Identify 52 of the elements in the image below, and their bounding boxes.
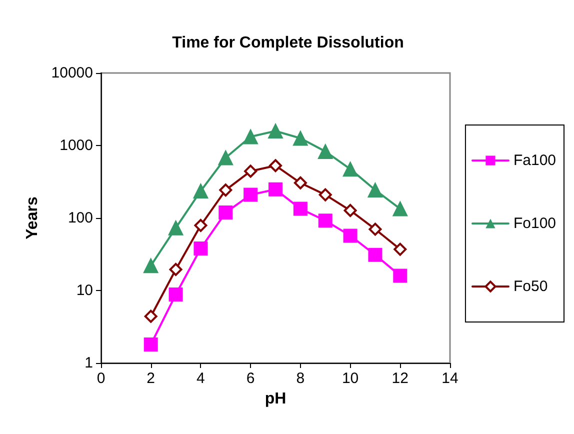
x-tick-label: 0 <box>96 370 106 387</box>
point <box>268 182 282 196</box>
y-axis-title: Years <box>24 196 41 240</box>
point <box>219 184 232 197</box>
point <box>318 188 332 202</box>
x-tick-label: 4 <box>196 370 205 387</box>
legend-label: Fo100 <box>513 215 556 232</box>
point <box>194 218 208 232</box>
point <box>394 242 407 256</box>
point <box>368 248 382 262</box>
point <box>143 258 158 274</box>
point <box>243 129 258 144</box>
y-tick-label: 10 <box>76 282 93 299</box>
legend-label: Fa100 <box>513 152 556 169</box>
point <box>194 241 208 256</box>
point <box>168 220 184 236</box>
point <box>292 130 308 146</box>
point <box>244 164 258 178</box>
point <box>392 201 408 216</box>
point <box>318 214 332 228</box>
x-tick-label: 10 <box>342 370 359 387</box>
point <box>344 204 357 217</box>
point <box>269 159 282 172</box>
point <box>343 228 358 243</box>
point <box>318 144 333 159</box>
x-tick-label: 8 <box>296 370 305 387</box>
point <box>168 288 183 302</box>
point <box>218 206 233 220</box>
point <box>293 202 308 216</box>
y-tick-label: 1000 <box>60 137 93 154</box>
y-tick-label: 10000 <box>51 64 93 82</box>
x-tick-label: 12 <box>392 370 408 387</box>
point <box>393 268 408 283</box>
point <box>218 150 234 166</box>
y-tick-label: 100 <box>68 210 93 226</box>
x-tick-label: 6 <box>246 370 255 387</box>
legend-label: Fo50 <box>513 278 548 295</box>
point <box>144 310 158 323</box>
x-tick-label: 14 <box>442 370 458 387</box>
x-axis-title: pH <box>264 390 286 408</box>
point <box>268 124 283 138</box>
x-tick-label: 2 <box>146 370 156 387</box>
point <box>368 182 383 198</box>
y-tick-label: 1 <box>84 354 93 372</box>
point <box>169 262 182 276</box>
point <box>244 188 258 202</box>
point <box>144 337 158 352</box>
point <box>193 183 208 198</box>
point <box>368 222 382 236</box>
point <box>294 176 307 190</box>
point <box>342 162 358 177</box>
chart-title: Time for Complete Dissolution <box>172 34 404 52</box>
